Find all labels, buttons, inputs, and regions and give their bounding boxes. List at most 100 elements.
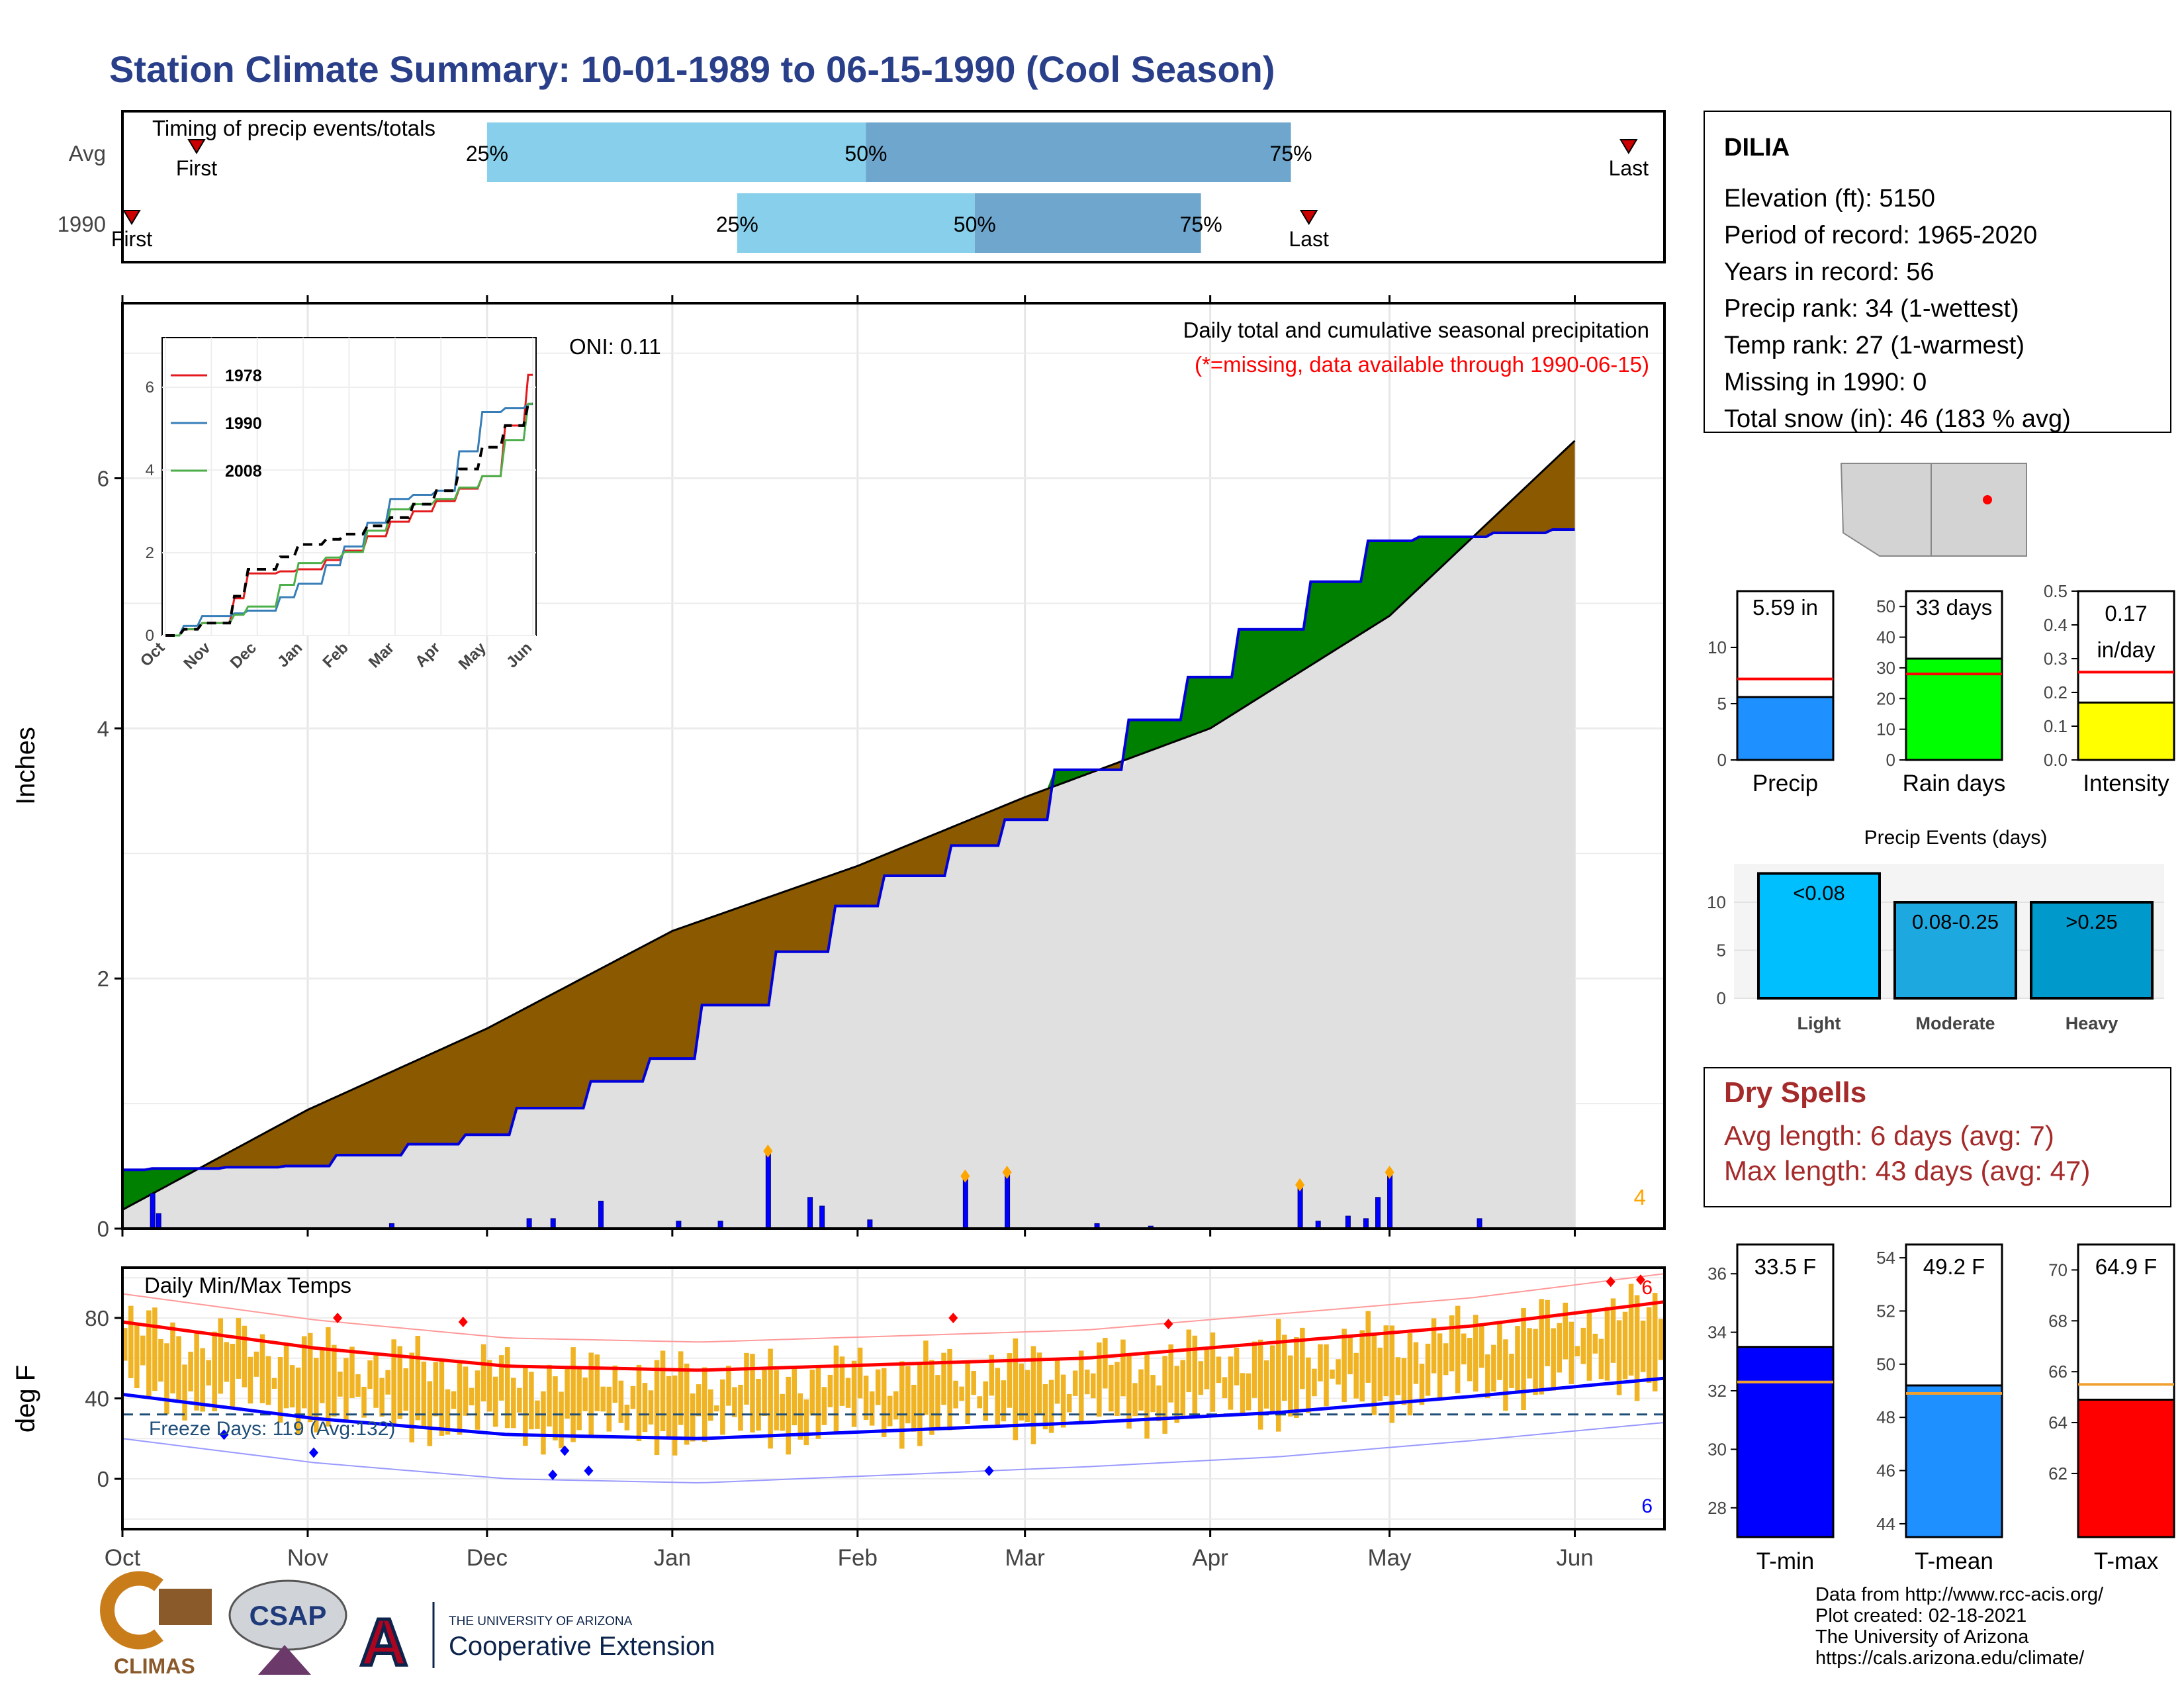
dry-spells-title: Dry Spells [1724,1076,1866,1109]
timing-first-marker [122,210,141,225]
daily-temp-bar [1383,1325,1389,1397]
daily-temp-bar [1174,1366,1179,1423]
record-high-marker [1606,1276,1615,1288]
mini-bar-tick-label: 0.4 [2044,615,2068,635]
daily-temp-bar [1275,1319,1281,1432]
daily-temp-bar [1007,1353,1013,1408]
daily-temp-bar [1330,1369,1335,1379]
daily-temp-bar [1013,1338,1019,1440]
events-bar [2030,901,2154,1000]
inset-legend-label: 1990 [225,414,262,433]
mini-bar-category-label: Rain days [1903,771,2006,796]
climas-logo-mark [100,1571,163,1650]
daily-temp-bar [1580,1327,1586,1364]
daily-temp-bar [271,1378,277,1389]
mini-bar-tick-label: 5 [1717,694,1727,714]
precip-panel-title: Daily total and cumulative seasonal prec… [1183,318,1649,342]
temp-y-axis-label: deg F [11,1365,40,1432]
daily-temp-bar [750,1354,755,1432]
daily-temp-bar [1024,1370,1030,1423]
events-bar [1893,901,2017,1000]
daily-temp-bar [809,1370,815,1416]
daily-temp-bar [259,1334,265,1403]
daily-temp-bar [236,1317,242,1379]
daily-temp-bar [1198,1361,1204,1395]
daily-temp-bar [1497,1323,1502,1380]
inset-y-tick-label: 2 [146,544,154,562]
station-detail-line: Period of record: 1965-2020 [1724,222,2037,250]
daily-temp-bar [1144,1352,1150,1439]
daily-temp-bar [397,1346,402,1419]
daily-temp-bar [565,1366,570,1419]
temp-average-lines [122,1273,1665,1483]
precip-y-tick-label: 4 [97,716,109,741]
daily-temp-bar [792,1366,797,1426]
station-info-frame [1704,111,2171,433]
mini-bar-value-label: 33 days [1916,595,1993,620]
daily-precip-bar [526,1218,532,1229]
mini-bar-value [2077,701,2175,761]
daily-temp-bar [1491,1344,1496,1392]
avg-tmax-line [122,1300,1665,1372]
daily-temp-bar [666,1376,672,1439]
record-low-marker [984,1465,994,1476]
csap-mountain-shape [258,1645,311,1675]
daily-temp-bar [1509,1353,1514,1388]
daily-precip-bar [156,1213,161,1229]
daily-temp-bar [1503,1339,1508,1411]
daily-temp-bar [230,1344,236,1407]
oni-label: ONI: 0.11 [569,334,661,359]
temp-y-tick-label: 0 [97,1467,109,1491]
month-label: Mar [1005,1545,1046,1571]
daily-precip-bar [962,1176,968,1229]
daily-temp-bar [146,1310,152,1397]
daily-temp-bar [899,1361,905,1449]
dry-spells-max-length: Max length: 43 days (avg: 47) [1724,1155,2090,1186]
daily-temp-bar [498,1355,504,1401]
daily-temp-bar [1228,1356,1234,1410]
climas-logo-text: CLIMAS [114,1654,195,1678]
daily-temp-bar [983,1381,988,1421]
daily-temp-bar [845,1378,851,1408]
dry-spells-avg-length: Avg length: 6 days (avg: 7) [1724,1120,2054,1151]
temp-summary-tick-label: 32 [1707,1381,1727,1401]
daily-temp-bar [1318,1344,1323,1382]
daily-temp-bar [678,1351,684,1425]
daily-temp-bar [355,1374,361,1397]
temp-summary-value-bar [2077,1398,2175,1538]
daily-temp-bar [827,1374,833,1407]
daily-temp-bar [935,1375,940,1430]
daily-temp-bar [445,1389,451,1435]
inset-y-tick-label: 4 [146,461,154,479]
temp-summary-value-bar [1905,1384,2003,1538]
daily-temp-bar [1109,1364,1114,1412]
daily-temp-bar [1431,1318,1437,1374]
mini-bar-tick-label: 10 [1876,720,1895,739]
month-label: May [1368,1545,1412,1571]
daily-temp-bar [1132,1383,1138,1417]
footer-credits: Data from http://www.rcc-acis.org/ Plot … [1815,1584,2104,1669]
timing-bars: 25% 50% 75% First Last 25% 50% 75% First Last [111,122,1649,253]
daily-temp-bar [1461,1333,1467,1365]
precip-cumulative-area [122,440,1576,1229]
daily-temp-bar [338,1372,343,1397]
footer-institution: The University of Arizona [1815,1626,2029,1648]
daily-temp-bar [1251,1341,1257,1398]
month-label: Nov [287,1545,329,1571]
daily-temp-bar [941,1352,946,1405]
timing-last-label: Last [1289,227,1329,251]
daily-temp-bar [1377,1347,1383,1401]
daily-temp-bar [1527,1328,1532,1379]
mini-bar-tick-label: 20 [1876,688,1895,708]
temp-summary-tick-label: 62 [2048,1464,2068,1483]
timing-q50-label: 50% [844,142,887,165]
timing-row-label-avg: Avg [69,141,106,165]
daily-temp-bar [1395,1357,1401,1395]
missing-data-note: (*=missing, data available through 1990-… [1195,352,1649,377]
daily-temp-bar [732,1387,737,1417]
daily-temp-bar [1539,1299,1544,1395]
extreme-precip-marker [1385,1165,1394,1179]
month-label: Jan [654,1545,691,1571]
daily-precip-bar [1387,1172,1393,1229]
daily-temp-bar [576,1369,582,1430]
